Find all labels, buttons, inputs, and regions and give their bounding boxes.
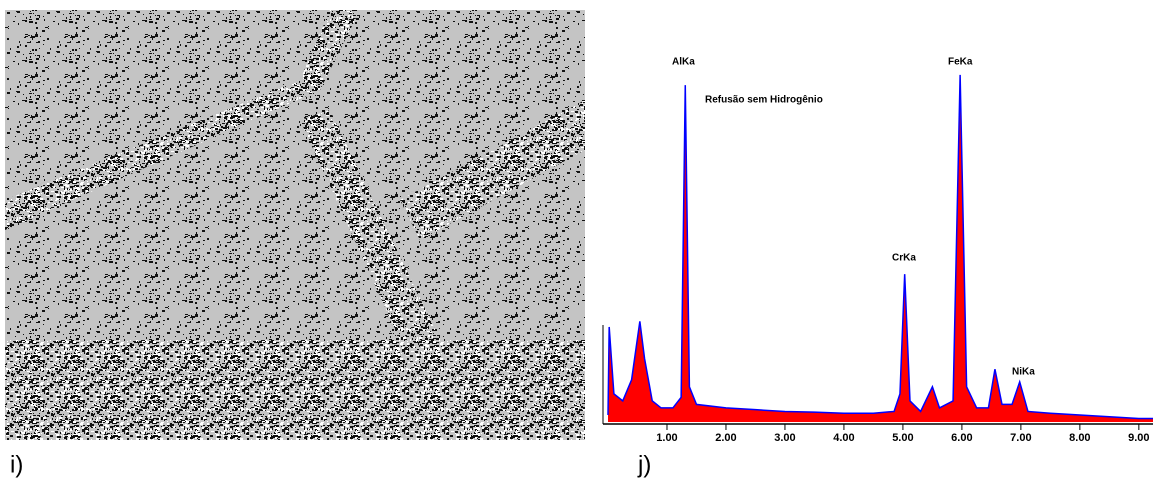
spectrum-line — [607, 74, 1153, 420]
x-tick-label: 1.00 — [656, 432, 677, 444]
panel-label: j) — [637, 451, 651, 478]
peak-label: AlKa — [672, 57, 695, 68]
peak-label: NiKa — [1012, 367, 1035, 378]
x-tick-label: 4.00 — [833, 432, 854, 444]
peak-label: CrKa — [892, 253, 916, 264]
peak-label: FeKa — [948, 57, 973, 68]
chart-title: Refusão sem Hidrogênio — [705, 95, 823, 106]
x-tick-label: 9.00 — [1128, 432, 1149, 444]
x-tick-label: 6.00 — [951, 432, 972, 444]
x-tick-label: 2.00 — [715, 432, 736, 444]
x-tick-label: 3.00 — [774, 432, 795, 444]
panel-label: i) — [10, 451, 23, 478]
micrograph-dense — [5, 10, 585, 440]
x-tick-label: 7.00 — [1010, 432, 1031, 444]
x-tick-label: 5.00 — [892, 432, 913, 444]
x-tick-label: 8.00 — [1069, 432, 1090, 444]
